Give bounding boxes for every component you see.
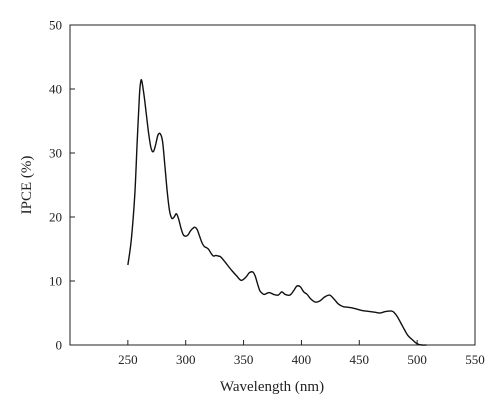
x-tick-label: 500 (407, 352, 427, 367)
x-tick-label: 550 (465, 352, 485, 367)
y-tick-label: 50 (49, 18, 62, 33)
y-axis-ticks: 0 10 20 30 40 50 (49, 18, 75, 353)
y-axis-title: IPCE (%) (19, 156, 35, 215)
x-axis-title: Wavelength (nm) (220, 379, 324, 395)
x-axis-ticks: 250 300 350 400 450 500 550 (118, 340, 485, 367)
y-tick-label: 30 (49, 146, 62, 161)
x-tick-label: 300 (176, 352, 196, 367)
x-tick-label: 400 (292, 352, 312, 367)
y-tick-label: 10 (49, 274, 62, 289)
series-line (127, 79, 427, 346)
y-tick-label: 0 (56, 338, 63, 353)
plot-frame (69, 24, 476, 346)
y-tick-label: 20 (49, 210, 62, 225)
x-tick-label: 450 (350, 352, 370, 367)
x-tick-label: 350 (234, 352, 254, 367)
x-tick-label: 250 (118, 352, 138, 367)
y-tick-label: 40 (49, 82, 62, 97)
